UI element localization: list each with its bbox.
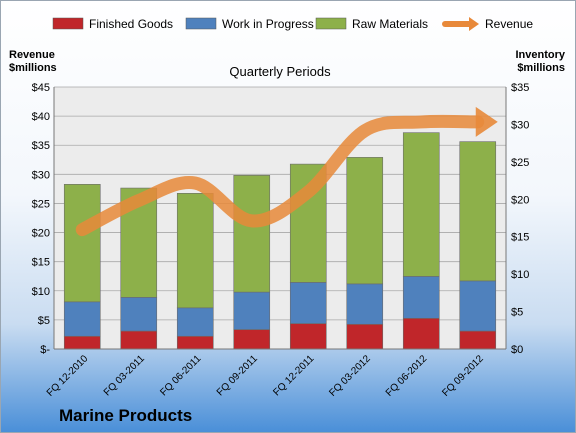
x-tick-label: FQ 03-2012: [327, 353, 373, 399]
left-axis-label-line2: $millions: [9, 62, 57, 74]
legend-swatch: [52, 17, 84, 30]
x-tick-label: FQ 09-2011: [215, 353, 260, 398]
left-axis-label-line1: Revenue: [9, 49, 55, 61]
revenue-line-arrowhead: [475, 106, 498, 137]
bar-segment: [63, 184, 101, 303]
x-tick-label: FQ 06-2012: [384, 353, 430, 399]
company-title: Marine Products: [59, 406, 192, 425]
left-tick-label: $30: [32, 169, 50, 181]
left-tick-label: $10: [32, 286, 50, 298]
bar-segment: [289, 282, 327, 324]
bar-segment: [402, 132, 440, 277]
right-axis-label-line2: $millions: [517, 62, 565, 74]
chart-title: Quarterly Periods: [229, 64, 331, 79]
bar-segment: [233, 329, 271, 350]
bar-segment: [176, 335, 214, 350]
legend-label: Work in Progress: [222, 17, 314, 31]
right-tick-label: $25: [511, 157, 529, 169]
legend-label: Revenue: [485, 17, 533, 31]
legend-label: Finished Goods: [89, 17, 173, 31]
x-tick-label: FQ 09-2012: [440, 353, 486, 399]
bar-segment: [289, 323, 327, 350]
right-tick-label: $20: [511, 194, 529, 206]
left-tick-label: $25: [32, 198, 50, 210]
bar-segment: [346, 323, 384, 350]
x-tick-label: FQ 12-2011: [271, 353, 316, 398]
left-tick-label: $-: [40, 344, 50, 356]
bar-segment: [346, 157, 384, 285]
bar-segment: [176, 192, 214, 309]
left-tick-label: $35: [32, 140, 50, 152]
left-tick-label: $15: [32, 257, 50, 269]
right-tick-label: $15: [511, 232, 529, 244]
bar-segment: [63, 301, 101, 337]
x-tick-label: FQ 12-2010: [45, 353, 91, 399]
revenue-line-path: [75, 114, 485, 237]
right-tick-label: $5: [511, 307, 523, 319]
x-tick-label: FQ 06-2011: [158, 353, 203, 398]
bar-segment: [459, 280, 497, 332]
bar-segment: [63, 335, 101, 350]
bar-segment: [402, 318, 440, 350]
right-tick-label: $30: [511, 119, 529, 131]
bar-segment: [233, 291, 271, 330]
bar-segment: [402, 276, 440, 319]
right-tick-label: $0: [511, 344, 523, 356]
legend-label: Raw Materials: [352, 17, 428, 31]
bar-segment: [120, 330, 158, 350]
legend-swatch: [185, 17, 217, 30]
right-tick-label: $35: [511, 82, 529, 94]
x-tick-label: FQ 03-2011: [102, 353, 147, 398]
legend-revenue-arrow: [469, 17, 479, 31]
bar-segment: [233, 175, 271, 293]
revenue-line: [75, 106, 498, 237]
left-tick-label: $45: [32, 82, 50, 94]
bar-segment: [459, 141, 497, 282]
left-tick-label: $5: [38, 315, 50, 327]
left-tick-label: $20: [32, 228, 50, 240]
bars: [63, 132, 497, 350]
right-axis-label-line1: Inventory: [515, 49, 565, 61]
right-tick-label: $10: [511, 269, 529, 281]
bar-segment: [346, 283, 384, 325]
bar-segment: [459, 330, 497, 350]
legend-swatch: [315, 17, 347, 30]
bar-segment: [176, 307, 214, 337]
legend: Finished Goods Work in Progress Raw Materi…: [52, 17, 533, 31]
left-tick-label: $40: [32, 111, 50, 123]
bar-segment: [120, 297, 158, 332]
